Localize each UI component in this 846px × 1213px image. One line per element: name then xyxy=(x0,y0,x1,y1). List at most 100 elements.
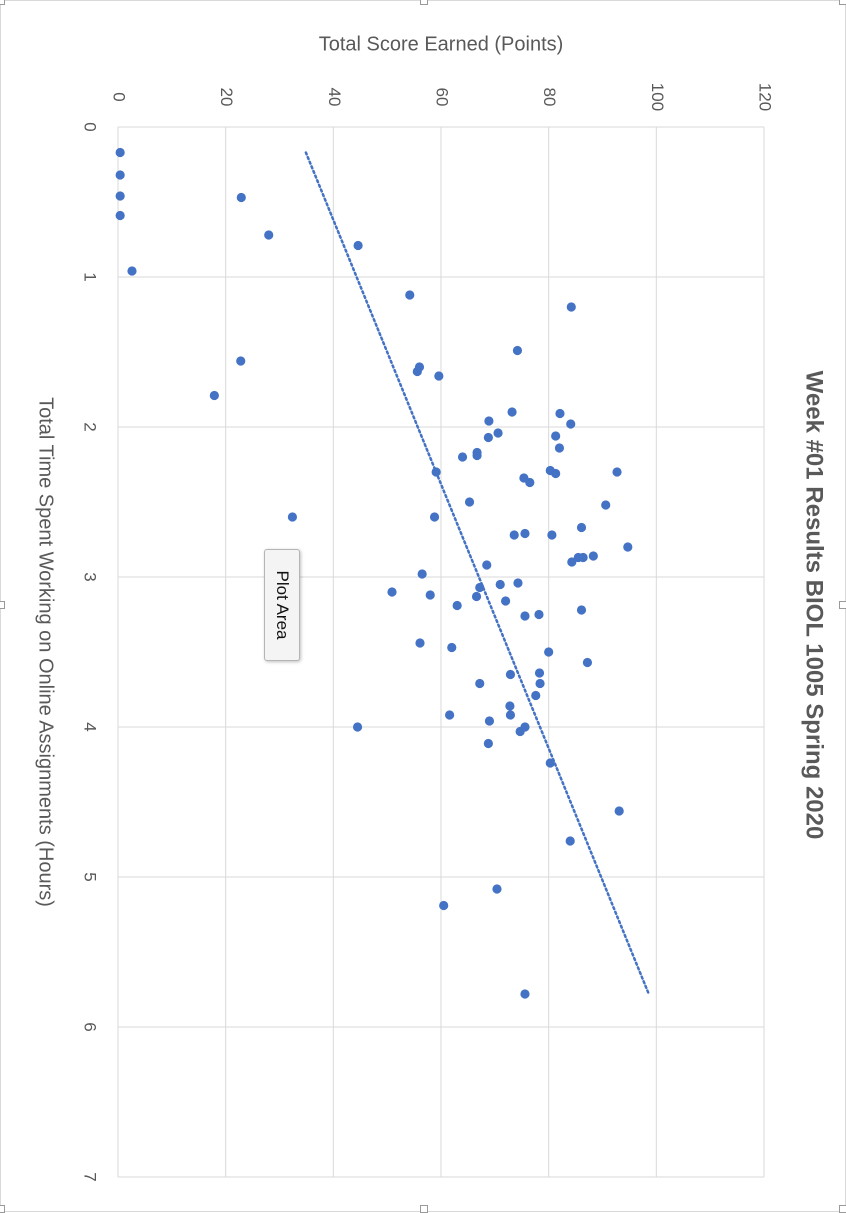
data-point[interactable] xyxy=(115,147,125,158)
data-point[interactable] xyxy=(387,587,397,597)
data-point[interactable] xyxy=(475,678,485,689)
data-point[interactable] xyxy=(405,290,415,300)
data-point[interactable] xyxy=(601,500,611,510)
y-tick-label: 80 xyxy=(540,88,559,107)
data-point[interactable] xyxy=(492,884,502,894)
plot-area-tooltip: Plot Area xyxy=(264,549,300,661)
chart-title: Week #01 Results BIOL 1005 Spring 2020 xyxy=(801,371,828,840)
data-point[interactable] xyxy=(578,552,588,563)
y-tick-label: 100 xyxy=(648,83,667,111)
data-point[interactable] xyxy=(576,605,587,615)
data-point[interactable] xyxy=(505,701,515,711)
data-point[interactable] xyxy=(547,530,557,540)
data-point[interactable] xyxy=(127,266,137,276)
data-point[interactable] xyxy=(551,468,561,479)
data-point[interactable] xyxy=(471,591,482,602)
data-point[interactable] xyxy=(425,590,435,600)
y-tick-label: 60 xyxy=(433,88,452,107)
y-tick-label: 0 xyxy=(110,92,129,101)
data-point[interactable] xyxy=(582,657,593,668)
plot-area-tooltip-label: Plot Area xyxy=(273,570,292,640)
data-point[interactable] xyxy=(352,722,363,732)
data-point[interactable] xyxy=(567,557,577,567)
x-tick-label: 7 xyxy=(81,1172,100,1181)
data-point[interactable] xyxy=(555,408,565,419)
data-point[interactable] xyxy=(472,450,482,461)
data-point[interactable] xyxy=(464,497,475,507)
data-point[interactable] xyxy=(482,560,492,570)
data-point[interactable] xyxy=(452,600,462,611)
data-point[interactable] xyxy=(483,432,493,443)
data-point[interactable] xyxy=(483,738,493,749)
data-point[interactable] xyxy=(236,192,246,203)
data-point[interactable] xyxy=(512,345,523,356)
data-point[interactable] xyxy=(431,467,441,477)
data-point[interactable] xyxy=(417,569,427,579)
data-point[interactable] xyxy=(495,579,505,590)
data-point[interactable] xyxy=(429,512,440,522)
data-point[interactable] xyxy=(115,170,125,180)
data-point[interactable] xyxy=(115,191,125,201)
data-point[interactable] xyxy=(588,551,598,561)
data-point[interactable] xyxy=(535,678,545,689)
data-point[interactable] xyxy=(614,806,624,816)
data-point[interactable] xyxy=(509,530,519,540)
data-point[interactable] xyxy=(513,578,523,588)
data-point[interactable] xyxy=(520,989,530,999)
data-point[interactable] xyxy=(534,668,545,678)
data-point[interactable] xyxy=(457,452,468,462)
data-point[interactable] xyxy=(576,522,587,533)
y-axis-title: Total Score Earned (Points) xyxy=(319,33,564,55)
data-point[interactable] xyxy=(525,477,535,488)
x-tick-label: 6 xyxy=(81,1022,100,1031)
data-point[interactable] xyxy=(520,528,530,539)
data-point[interactable] xyxy=(445,710,455,720)
data-point[interactable] xyxy=(484,416,494,426)
data-point[interactable] xyxy=(484,716,495,726)
data-point[interactable] xyxy=(447,642,457,653)
data-point[interactable] xyxy=(565,836,575,846)
data-point[interactable] xyxy=(439,900,449,911)
data-point[interactable] xyxy=(544,647,554,657)
resize-handle-top-left[interactable] xyxy=(0,0,5,5)
data-point[interactable] xyxy=(534,609,544,620)
data-point[interactable] xyxy=(236,356,246,366)
x-tick-label: 1 xyxy=(81,272,100,281)
resize-handle-left[interactable] xyxy=(0,601,5,609)
data-point[interactable] xyxy=(566,302,576,312)
data-point[interactable] xyxy=(475,582,485,593)
data-point[interactable] xyxy=(412,366,422,377)
data-point[interactable] xyxy=(507,407,517,417)
data-point[interactable] xyxy=(209,390,219,401)
data-point[interactable] xyxy=(115,210,125,221)
resize-handle-top-right[interactable] xyxy=(839,0,846,5)
data-point[interactable] xyxy=(353,240,363,251)
data-point[interactable] xyxy=(515,726,525,737)
x-axis-title: Total Time Spent Working on Online Assig… xyxy=(35,397,57,907)
x-tick-label: 5 xyxy=(81,872,100,881)
x-tick-label: 0 xyxy=(81,122,100,131)
data-point[interactable] xyxy=(551,431,561,441)
linear-trendline xyxy=(304,151,651,996)
data-point[interactable] xyxy=(501,596,511,606)
x-tick-label: 3 xyxy=(81,572,100,581)
data-point[interactable] xyxy=(623,542,633,552)
data-point[interactable] xyxy=(612,467,622,477)
data-point[interactable] xyxy=(415,638,425,648)
y-tick-label: 20 xyxy=(217,88,236,107)
data-point[interactable] xyxy=(264,230,274,240)
data-point[interactable] xyxy=(287,512,298,522)
data-point[interactable] xyxy=(434,371,444,381)
data-point[interactable] xyxy=(554,443,565,453)
y-tick-label: 120 xyxy=(756,83,775,111)
data-point[interactable] xyxy=(505,669,516,680)
data-point[interactable] xyxy=(531,690,541,701)
data-point[interactable] xyxy=(493,428,503,438)
data-point[interactable] xyxy=(566,419,576,429)
data-point[interactable] xyxy=(520,611,530,621)
resize-handle-right[interactable] xyxy=(839,601,846,609)
resize-handle-top[interactable] xyxy=(420,0,428,5)
data-point[interactable] xyxy=(545,758,555,768)
data-point[interactable] xyxy=(505,710,516,720)
